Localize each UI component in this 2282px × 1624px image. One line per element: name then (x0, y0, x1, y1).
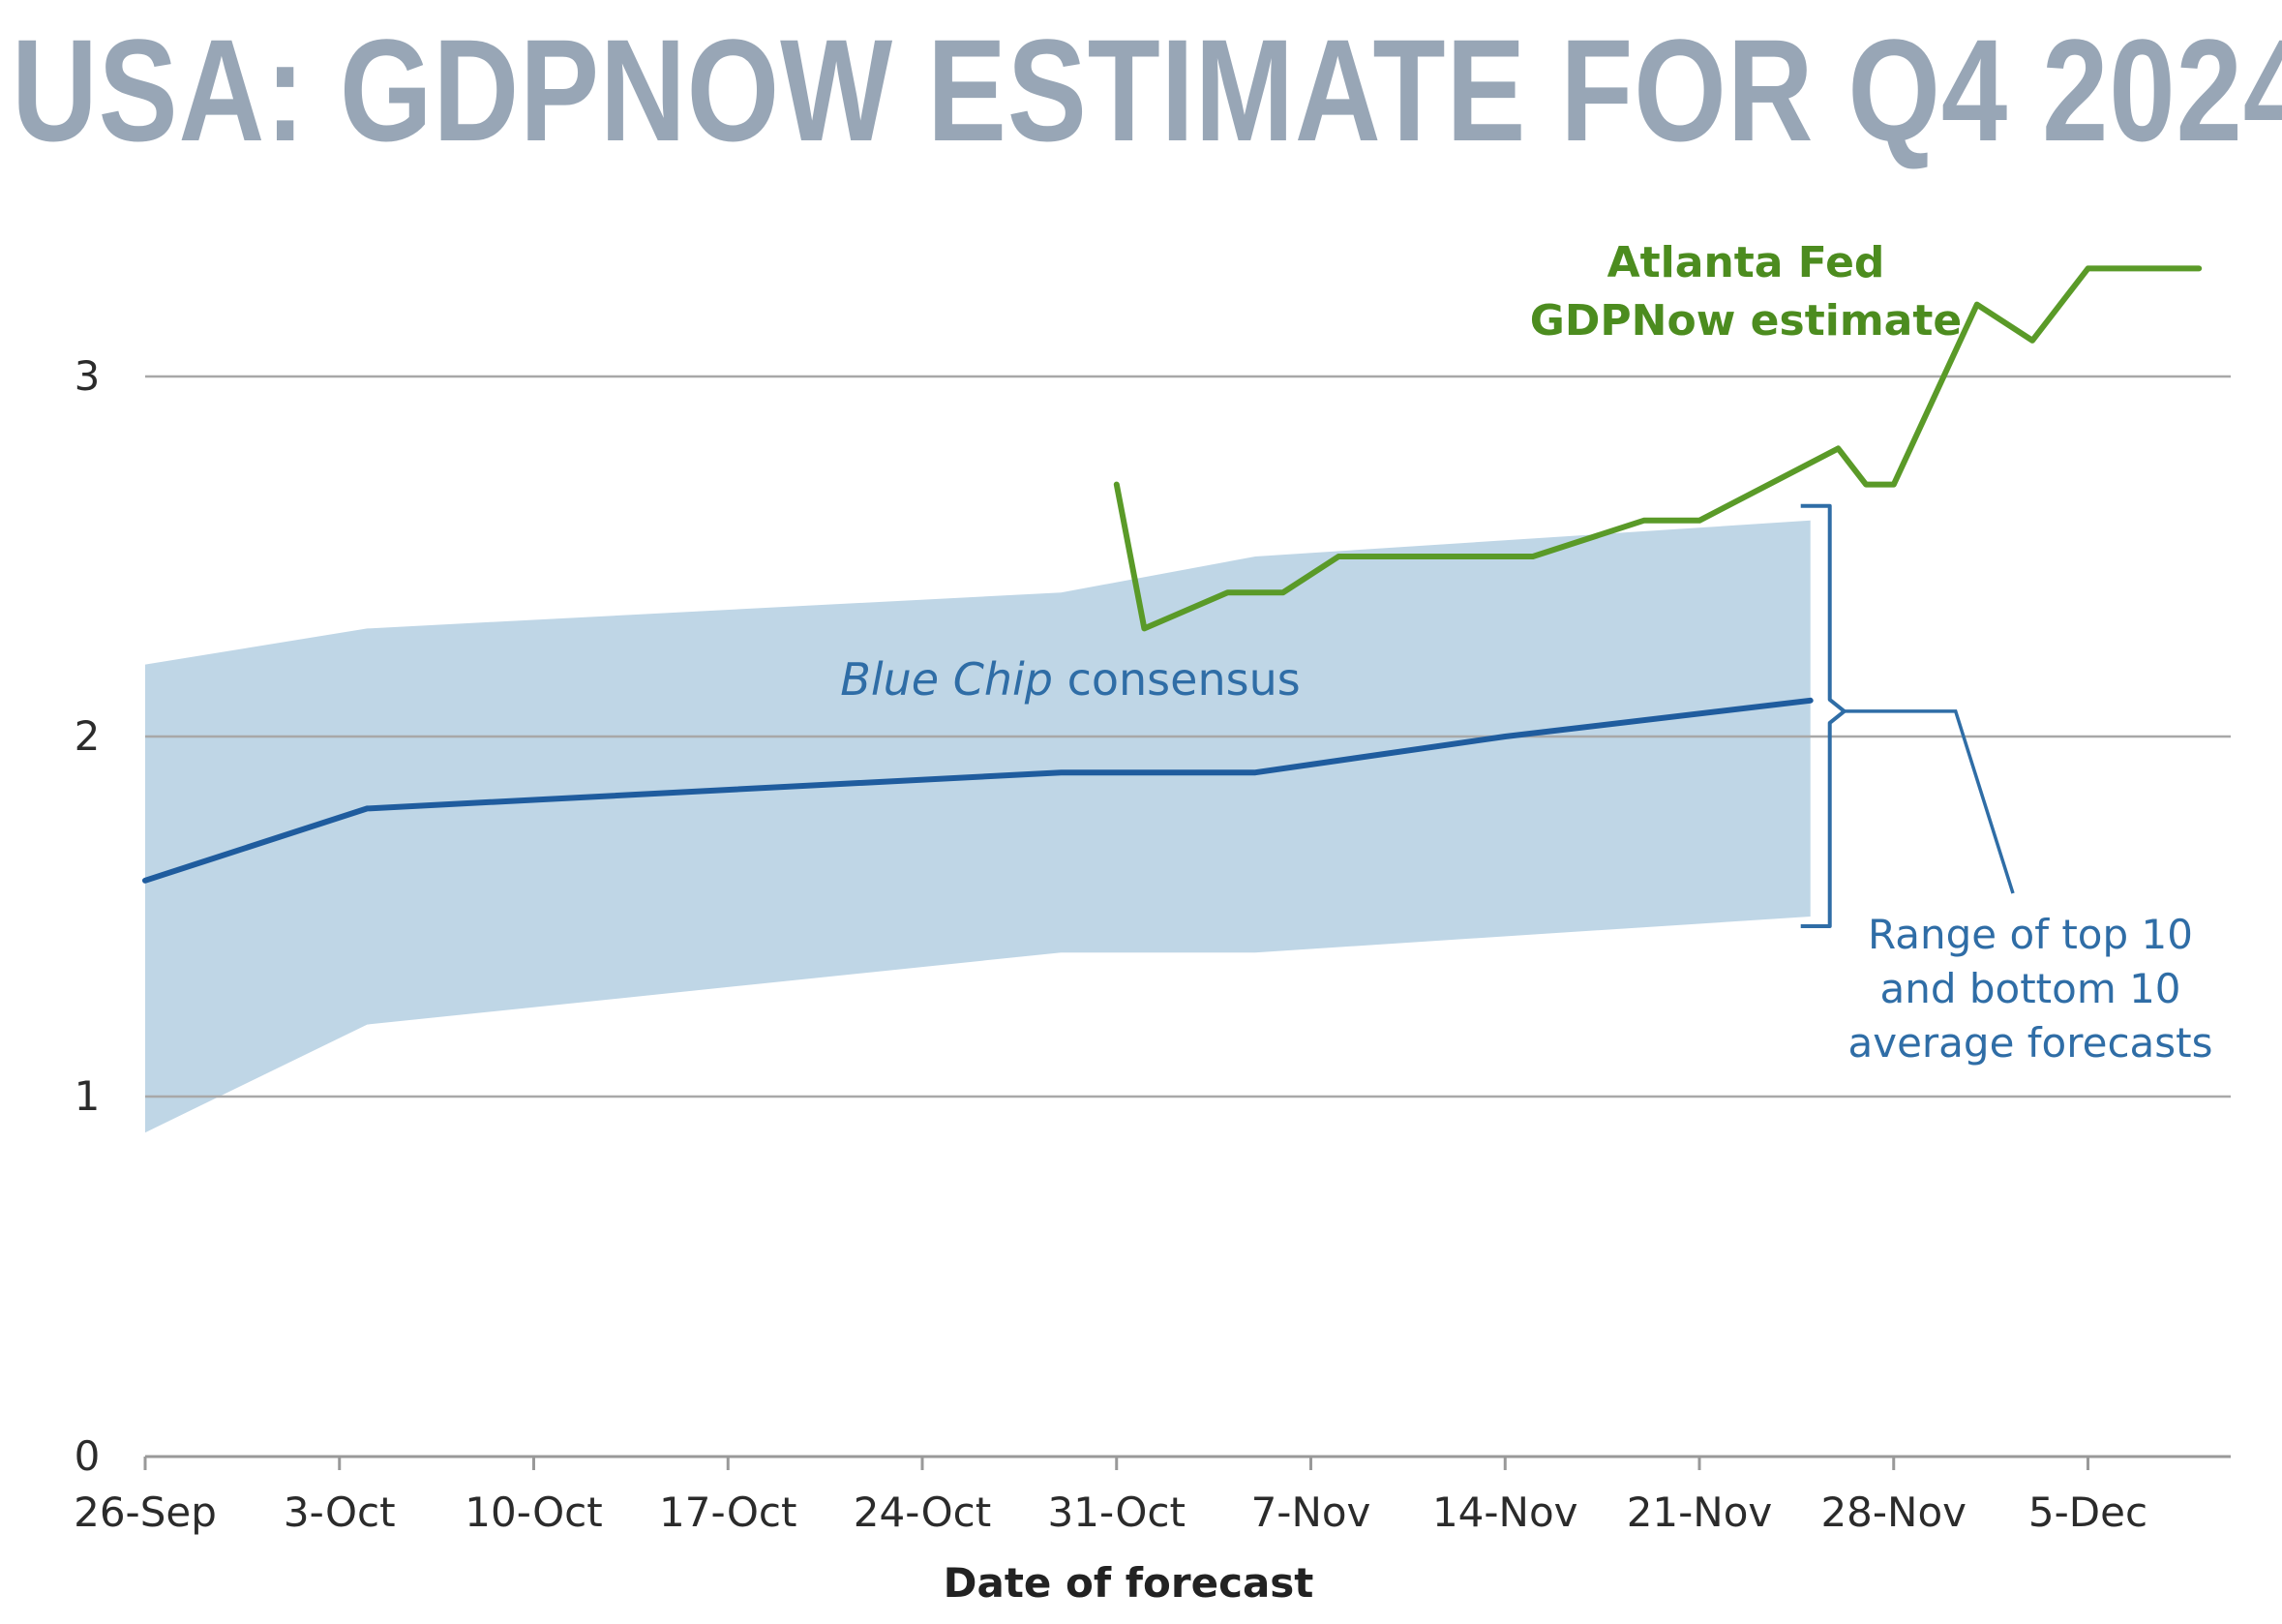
x-tick-label: 7-Nov (1251, 1489, 1371, 1536)
x-tick-label: 5-Dec (2028, 1489, 2147, 1536)
gdpnow-annotation-line2: GDPNow estimate (1530, 296, 1962, 346)
x-tick-label: 28-Nov (1820, 1489, 1967, 1536)
gdpnow-annotation-line1: Atlanta Fed (1607, 238, 1885, 287)
range-annotation-line3: average forecasts (1847, 1019, 2212, 1067)
range-band-area (145, 520, 1811, 1133)
y-tick-label: 1 (75, 1072, 101, 1120)
chart-title: USA: GDPNOW ESTIMATE FOR Q4 2024 (12, 9, 2282, 171)
y-tick-label: 3 (75, 352, 101, 400)
x-tick-label: 31-Oct (1048, 1489, 1186, 1536)
x-tick-label: 14-Nov (1432, 1489, 1578, 1536)
range-annotation-line2: and bottom 10 (1879, 965, 2180, 1012)
consensus-line (142, 697, 1814, 884)
x-axis (143, 1455, 2231, 1470)
range-bracket (1800, 503, 1847, 928)
consensus-annotation-space (1053, 653, 1067, 706)
x-tick-label: 21-Nov (1627, 1489, 1773, 1536)
x-tick-label: 24-Oct (854, 1489, 991, 1536)
y-tick-label: 0 (75, 1432, 101, 1480)
x-tick-label: 10-Oct (465, 1489, 602, 1536)
range-bracket-layer (1800, 503, 2015, 928)
range-leader-line (1844, 709, 2015, 894)
series-line-layer (142, 265, 2203, 884)
x-tick-label: 3-Oct (284, 1489, 396, 1536)
range-annotation-line1: Range of top 10 (1868, 911, 2193, 958)
consensus-annotation-italic: Blue Chip (840, 653, 1053, 706)
gdpnow-line (1113, 265, 2203, 632)
gridline-layer (145, 375, 2231, 1098)
tick-label-layer: 26-Sep 3-Oct 10-Oct 17-Oct 24-Oct 31-Oct 7-Nov… (74, 352, 2147, 1536)
y-tick-label: 2 (75, 712, 101, 760)
x-tick-label: 17-Oct (659, 1489, 796, 1536)
consensus-annotation: Blue Chip consensus (840, 653, 1300, 706)
x-tick-label: 26-Sep (74, 1489, 217, 1536)
range-band-layer (145, 520, 1811, 1133)
x-axis-title: Date of forecast (944, 1559, 1314, 1607)
consensus-annotation-rest: consensus (1067, 653, 1301, 706)
